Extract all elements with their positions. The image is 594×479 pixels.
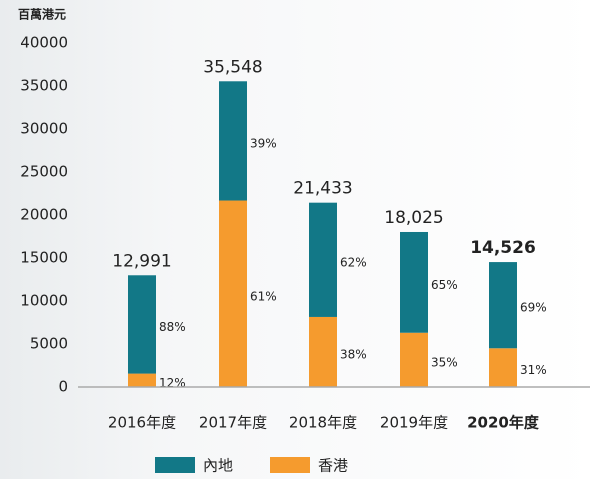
bar-segment: [400, 332, 428, 387]
share-label: 39%: [250, 136, 277, 150]
x-tick-label: 2016年度: [108, 414, 176, 432]
y-tick-label: 40000: [20, 34, 68, 52]
x-tick-label: 2017年度: [199, 414, 267, 432]
legend-swatch: [270, 457, 310, 473]
x-tick-label: 2020年度: [467, 414, 540, 432]
total-label: 18,025: [384, 208, 443, 228]
y-tick-label: 15000: [20, 249, 68, 267]
total-label: 14,526: [470, 238, 536, 258]
unit-label: 百萬港元: [18, 7, 66, 22]
share-label: 69%: [520, 301, 547, 315]
bar-segment: [219, 200, 247, 387]
share-label: 88%: [159, 320, 186, 334]
legend-label: 內地: [203, 457, 233, 475]
y-tick-label: 35000: [20, 77, 68, 95]
y-tick-label: 25000: [20, 163, 68, 181]
bar-segment: [400, 231, 428, 333]
bar-segment: [128, 275, 156, 374]
y-tick-label: 5000: [30, 335, 68, 353]
share-label: 62%: [340, 255, 367, 269]
bar-segment: [489, 262, 517, 349]
bar-segment: [219, 81, 247, 201]
total-label: 21,433: [293, 179, 352, 199]
x-tick-label: 2019年度: [380, 414, 448, 432]
share-label: 31%: [520, 363, 547, 377]
share-label: 35%: [431, 355, 458, 369]
bar-segment: [489, 348, 517, 387]
legend-label: 香港: [318, 457, 348, 475]
total-label: 12,991: [112, 251, 171, 271]
share-label: 61%: [250, 289, 277, 303]
legend-swatch: [155, 457, 195, 473]
x-tick-label: 2018年度: [289, 414, 357, 432]
bar-segment: [309, 316, 337, 387]
bar-segment: [309, 202, 337, 317]
y-tick-label: 10000: [20, 292, 68, 310]
y-tick-label: 0: [58, 378, 68, 396]
y-tick-label: 20000: [20, 206, 68, 224]
share-label: 38%: [340, 347, 367, 361]
share-label: 65%: [431, 278, 458, 292]
total-label: 35,548: [203, 57, 262, 77]
bar-segment: [128, 373, 156, 387]
y-tick-label: 30000: [20, 120, 68, 138]
